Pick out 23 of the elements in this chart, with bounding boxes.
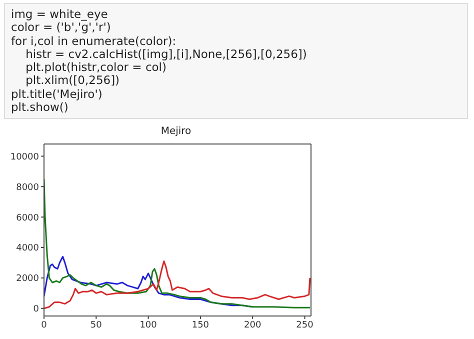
y-tick-label: 10000 bbox=[10, 152, 40, 162]
y-tick-label: 4000 bbox=[16, 244, 40, 254]
y-tick-label: 0 bbox=[33, 304, 40, 315]
x-tick-label: 100 bbox=[140, 320, 158, 330]
x-tick-label: 0 bbox=[41, 320, 48, 330]
text: plt.title('Mejiro') bbox=[11, 86, 104, 102]
line-series bbox=[44, 178, 311, 308]
x-tick-label: 150 bbox=[192, 320, 210, 330]
y-tick-label: 6000 bbox=[16, 213, 40, 224]
text: plt.show() bbox=[11, 100, 68, 114]
line-series bbox=[44, 260, 311, 310]
text: for i,col in enumerate(color): bbox=[11, 34, 178, 48]
chart-title: Mejiro bbox=[160, 126, 192, 137]
x-tick-label: 200 bbox=[244, 320, 262, 330]
text: plt.plot(histr,color = col) bbox=[24, 60, 166, 74]
text: img = white_eye bbox=[11, 7, 109, 22]
x-tick-label: 50 bbox=[90, 320, 102, 330]
text: color = ('b','g','r') bbox=[11, 20, 112, 35]
text: plt.xlim([0,256]) bbox=[24, 73, 120, 88]
text: histr = cv2.calcHist([img],[i],None,[256],[0,256]) bbox=[24, 46, 308, 62]
y-tick-label: 2000 bbox=[16, 274, 40, 284]
y-tick-label: 8000 bbox=[16, 182, 40, 193]
x-tick-label: 250 bbox=[296, 320, 314, 330]
